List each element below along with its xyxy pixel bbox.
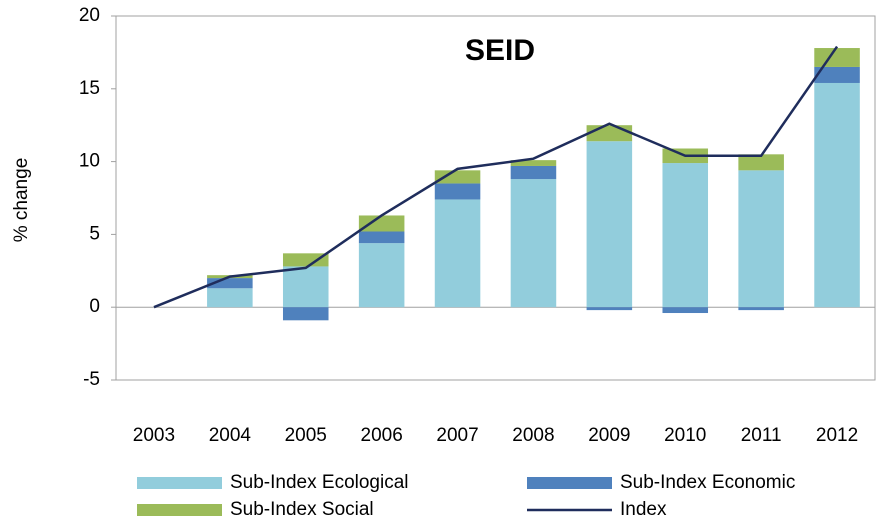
- legend-label: Sub-Index Social: [230, 499, 374, 520]
- index-line: [153, 45, 839, 309]
- legend-label: Index: [620, 499, 667, 520]
- bar-segment: [586, 125, 633, 142]
- bar-segment: [662, 307, 709, 314]
- x-tick-label: 2003: [133, 425, 175, 446]
- x-tick-label: 2008: [512, 425, 554, 446]
- bar-segment: [282, 253, 329, 267]
- bar-segment: [738, 170, 784, 308]
- y-tick-label: -5: [83, 369, 100, 390]
- bar-segment: [207, 278, 253, 289]
- x-tick-label: 2012: [816, 425, 858, 446]
- y-tick-label: 10: [79, 151, 100, 172]
- bar-segment: [586, 141, 633, 308]
- bar-segment: [738, 154, 784, 171]
- y-tick-label: 0: [89, 296, 100, 317]
- bar-segment: [358, 215, 405, 232]
- y-tick-label: 5: [89, 223, 100, 244]
- bar-segment: [738, 307, 784, 311]
- x-tick-label: 2009: [588, 425, 630, 446]
- plot-frame: [115, 15, 876, 381]
- bar-segment: [510, 160, 557, 166]
- x-tick-label: 2006: [361, 425, 403, 446]
- bar-segment: [510, 165, 557, 180]
- x-tick-label: 2011: [741, 425, 782, 446]
- x-tick-label: 2005: [285, 425, 327, 446]
- legend-swatch: [137, 477, 222, 489]
- y-axis-label: % change: [11, 158, 32, 243]
- legend-label: Sub-Index Economic: [620, 472, 795, 493]
- bar-segment: [662, 163, 709, 308]
- chart-title: SEID: [465, 34, 535, 67]
- y-tick-label: 15: [79, 78, 100, 99]
- bar-segment: [282, 266, 329, 308]
- y-tick-label: 20: [79, 5, 100, 26]
- bar-segment: [814, 66, 860, 83]
- bar-segment: [434, 183, 481, 200]
- x-tick-label: 2007: [436, 425, 478, 446]
- bar-segment: [358, 231, 405, 244]
- legend-swatch: [527, 477, 612, 489]
- bar-segment: [586, 307, 633, 311]
- bar-segment: [207, 288, 253, 308]
- legend-swatch: [137, 504, 222, 516]
- bar-segment: [434, 199, 481, 308]
- bar-segment: [814, 48, 860, 67]
- bar-segment: [434, 170, 481, 184]
- x-tick-label: 2004: [209, 425, 252, 446]
- bar-segment: [358, 243, 405, 308]
- bar-segment: [510, 179, 557, 308]
- legend-label: Sub-Index Ecological: [230, 472, 409, 493]
- x-tick-label: 2010: [664, 425, 706, 446]
- bar-segment: [282, 307, 329, 321]
- bar-segment: [814, 82, 860, 308]
